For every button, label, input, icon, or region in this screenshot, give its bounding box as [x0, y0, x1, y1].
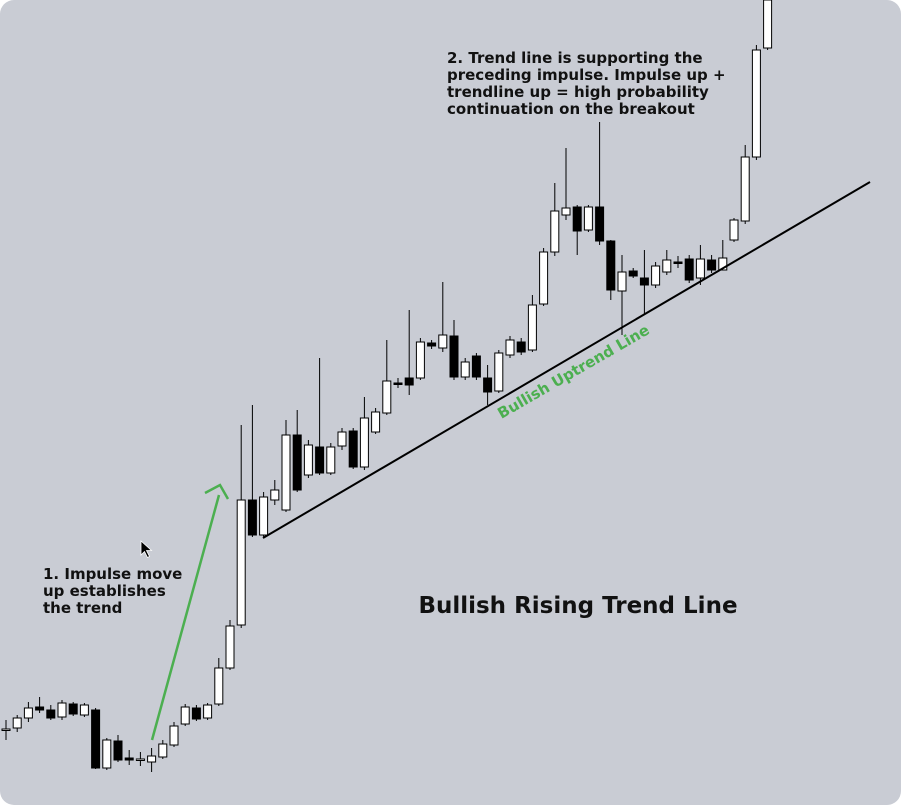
candle-body [359, 417, 369, 468]
candle-body [729, 219, 739, 241]
candle-body [651, 265, 661, 286]
plot [1, 0, 773, 772]
annotation: 1. Impulse move [43, 565, 182, 583]
candle-body [460, 361, 470, 378]
candle-body [180, 706, 190, 725]
candle-body [12, 717, 22, 729]
arrow-head [204, 483, 230, 500]
candle-body [270, 489, 280, 501]
trend-line [262, 181, 871, 539]
candle-body [427, 342, 437, 347]
chart-title: Bullish Rising Trend Line [418, 593, 737, 619]
candle-body [606, 240, 616, 291]
candle-body [169, 725, 179, 746]
annotation: up establishes [43, 582, 166, 600]
candle-body [247, 499, 257, 536]
candle-body [303, 444, 313, 476]
candle-body [740, 156, 750, 222]
candle-body [572, 206, 582, 232]
candle-body [214, 667, 224, 705]
annotation: trendline up = high probability [447, 83, 709, 101]
candle-body [404, 377, 414, 386]
candle-body [68, 703, 78, 715]
candle-body [259, 496, 269, 536]
candle-body [483, 377, 493, 393]
candle-body [763, 0, 773, 49]
impulse-arrow [150, 494, 221, 741]
candle-body [438, 334, 448, 349]
candle-body [662, 259, 672, 273]
candle-body [382, 380, 392, 414]
candle-body [113, 740, 123, 761]
candle-body [628, 270, 638, 277]
candle-body [751, 49, 761, 158]
candle-body [91, 709, 101, 769]
candle-body [516, 341, 526, 353]
candle-body [415, 341, 425, 379]
candle-body [348, 430, 358, 468]
candle-body [695, 258, 705, 279]
candle-body [471, 355, 481, 378]
annotation: the trend [43, 599, 122, 617]
candle-body [35, 706, 45, 711]
candle-body [718, 257, 728, 271]
candle-body [673, 261, 683, 264]
candle-body [550, 210, 560, 253]
annotation: continuation on the breakout [447, 100, 695, 118]
candle-body [203, 704, 213, 719]
annotation: preceding impulse. Impulse up + [447, 66, 726, 84]
candle-body [102, 739, 112, 769]
candle-body [707, 259, 717, 271]
candle-body [371, 411, 381, 433]
candle-body [505, 339, 515, 356]
candle-body [236, 499, 246, 626]
candle-body [79, 704, 89, 716]
candle-body [1, 728, 11, 731]
candle-body [57, 702, 67, 718]
candle-body [337, 431, 347, 447]
candle-body [326, 446, 336, 474]
candle-body [393, 382, 403, 385]
candle-body [595, 206, 605, 242]
candle-body [639, 277, 649, 286]
candle-body [617, 271, 627, 292]
cursor [140, 540, 153, 559]
candle-body [23, 707, 33, 719]
candle-body [281, 434, 291, 511]
candle-body [561, 207, 571, 216]
candle-body [292, 434, 302, 491]
candle-body [147, 755, 157, 763]
candle-body [539, 251, 549, 305]
candle-body [135, 758, 145, 761]
candle-body [315, 446, 325, 474]
candle-body [583, 206, 593, 231]
candle-body [191, 707, 201, 720]
candle-body [684, 258, 694, 281]
candle-body [494, 352, 504, 392]
candle-body [527, 304, 537, 351]
candle-body [124, 757, 134, 761]
candle-body [158, 743, 168, 758]
annotation: 2. Trend line is supporting the [447, 49, 703, 67]
candle-body [225, 625, 235, 669]
candle-body [449, 335, 459, 378]
candle-body [46, 709, 56, 719]
